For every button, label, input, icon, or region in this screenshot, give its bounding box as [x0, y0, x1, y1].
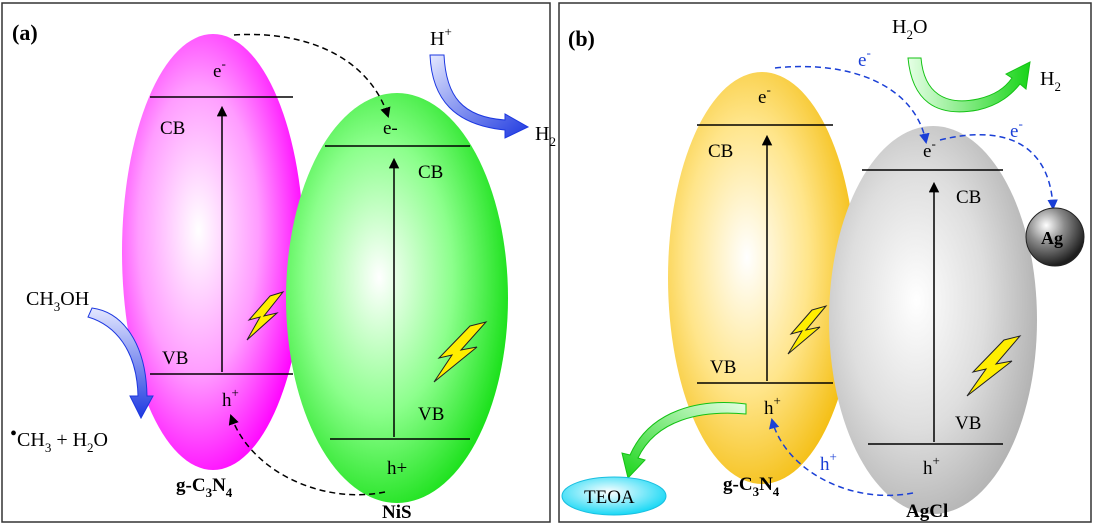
- panel-b: (b) e- CB VB h+ g-C3N4 e- CB VB h+ AgCl …: [558, 2, 1092, 523]
- cb-label-agcl: CB: [956, 187, 981, 208]
- lightning-icon: [433, 321, 488, 383]
- methanol-label: CH3OH: [26, 288, 89, 314]
- panel-b-frame: [558, 2, 1092, 523]
- methanol-oxidation-arrow: [87, 307, 154, 420]
- vb-label-gc3n4-b: VB: [710, 357, 736, 378]
- water-label: H2O: [892, 16, 927, 42]
- panel-a-tag: (a): [12, 20, 38, 45]
- agcl-ellipse: [829, 126, 1037, 514]
- hole-transfer-arrow-b: [769, 417, 914, 497]
- hole-label-gc3n4-a: h+: [222, 385, 239, 411]
- h-plus-label: H+: [430, 24, 452, 50]
- teoa-label: TEOA: [584, 487, 635, 508]
- electron-transfer-label-1: e-: [858, 45, 871, 71]
- panel-a-frame: [1, 2, 551, 523]
- lightning-icon: [246, 291, 285, 341]
- electron-label-gc3n4-a: e-: [213, 56, 226, 82]
- vb-label-agcl: VB: [955, 413, 981, 434]
- gc3n4-ellipse-b: [668, 72, 856, 484]
- methyl-radical-water-label: •CH3 + H2O: [10, 423, 108, 455]
- water-reduction-arrow: [907, 57, 1031, 113]
- electron-transfer-arrow-a: [233, 33, 391, 118]
- hole-label-gc3n4-b: h+: [764, 393, 781, 419]
- ag-label: Ag: [1041, 228, 1063, 248]
- cb-label-nis: CB: [418, 162, 443, 183]
- gc3n4-ellipse-a: [122, 34, 304, 470]
- hole-transfer-label: h+: [820, 449, 837, 475]
- electron-transfer-arrow-b: [774, 65, 930, 145]
- hole-transfer-arrow-a: [228, 414, 386, 496]
- hole-label-nis: h+: [387, 458, 407, 479]
- hole-label-agcl: h+: [923, 453, 940, 479]
- nis-ellipse: [286, 93, 508, 503]
- nis-name: NiS: [382, 502, 412, 523]
- lightning-icon: [966, 335, 1022, 397]
- panel-b-tag: (b): [568, 26, 595, 51]
- vb-label-nis: VB: [418, 404, 444, 425]
- electron-to-ag-arrow: [939, 133, 1058, 211]
- electron-transfer-label-2: e-: [1010, 116, 1023, 142]
- gc3n4-name-b: g-C3N4: [723, 474, 780, 499]
- lightning-icon: [787, 305, 828, 355]
- cb-label-gc3n4-a: CB: [160, 118, 185, 139]
- electron-label-nis: e-: [383, 118, 398, 139]
- cb-label-gc3n4-b: CB: [708, 141, 733, 162]
- gc3n4-name-a: g-C3N4: [176, 475, 233, 500]
- h2-label-a: H2: [535, 123, 556, 149]
- vb-label-gc3n4-a: VB: [162, 348, 188, 369]
- panel-a: (a) e- CB VB h+ g-C3N4 e- CB VB h+ NiS: [1, 2, 556, 523]
- agcl-name: AgCl: [906, 501, 948, 522]
- electron-label-agcl: e-: [923, 136, 936, 162]
- h-plus-to-h2-arrow: [429, 54, 530, 139]
- ag-nanoparticle: [1025, 207, 1085, 267]
- h2-label-b: H2: [1040, 68, 1061, 94]
- electron-label-gc3n4-b: e-: [758, 82, 771, 108]
- teoa-ellipse: [561, 476, 667, 516]
